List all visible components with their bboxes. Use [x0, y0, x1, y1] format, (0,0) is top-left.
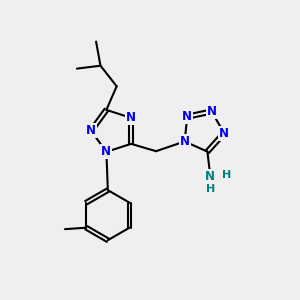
Text: H: H [206, 184, 215, 194]
Text: N: N [182, 110, 192, 123]
Text: N: N [101, 146, 111, 158]
Text: N: N [206, 170, 215, 183]
Text: H: H [221, 170, 231, 180]
Text: N: N [219, 127, 229, 140]
Text: N: N [126, 111, 136, 124]
Text: N: N [86, 124, 96, 137]
Text: N: N [180, 135, 190, 148]
Text: N: N [207, 105, 217, 118]
